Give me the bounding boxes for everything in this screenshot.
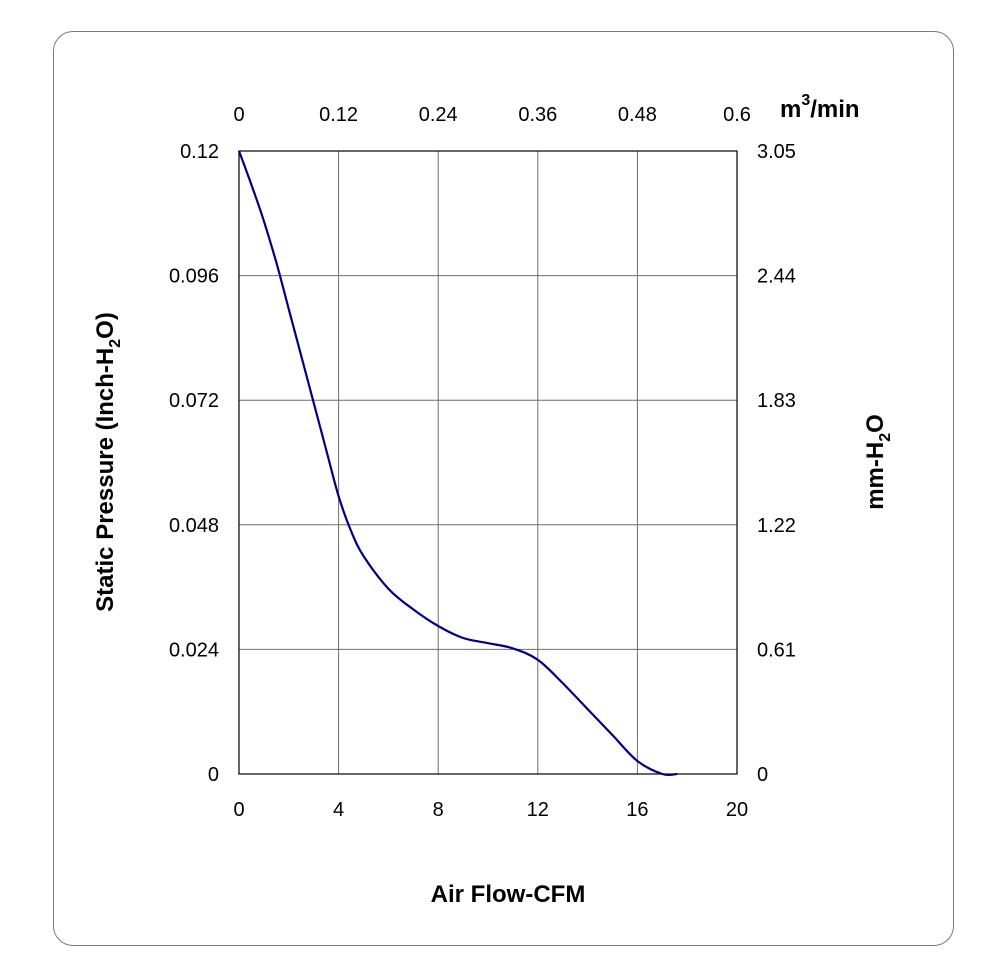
y-tick-label: 0.048: [169, 515, 219, 537]
y-tick-label: 0.12: [180, 141, 219, 163]
x-tick-label: 8: [433, 799, 444, 821]
secondary-y-tick-label: 0: [757, 764, 768, 786]
pressure-curve: [237, 150, 678, 777]
secondary-x-tick-label: 0: [233, 104, 244, 126]
secondary-x-tick-label: 0.24: [419, 104, 458, 126]
secondary-x-tick-label: 0.6: [723, 104, 751, 126]
secondary-x-tick-label: 0.12: [319, 104, 358, 126]
x-axis-title: Air Flow-CFM: [431, 881, 586, 908]
secondary-y-tick-label: 2.44: [757, 266, 796, 288]
plot-area: [238, 150, 738, 775]
secondary-y-tick-label: 0.61: [757, 639, 796, 661]
secondary-x-tick-label: 0.48: [618, 104, 657, 126]
chart-frame: [53, 31, 954, 946]
secondary-y-tick-label: 1.22: [757, 515, 796, 537]
x-tick-label: 16: [626, 799, 648, 821]
secondary-y-tick-label: 1.83: [757, 390, 796, 412]
grid: [239, 151, 737, 774]
y-tick-label: 0: [208, 764, 219, 786]
y-tick-label: 0.072: [169, 390, 219, 412]
secondary-y-tick-label: 3.05: [757, 141, 796, 163]
y-axis-title: Static Pressure (Inch-H2O): [92, 312, 124, 612]
secondary-x-tick-label: 0.36: [518, 104, 557, 126]
x-tick-label: 0: [233, 799, 244, 821]
x-tick-label: 20: [726, 799, 748, 821]
x-tick-label: 4: [333, 799, 344, 821]
y-tick-label: 0.024: [169, 639, 219, 661]
secondary-y-axis-title: mm-H2O: [862, 414, 894, 510]
x-tick-label: 12: [527, 799, 549, 821]
y-tick-label: 0.096: [169, 266, 219, 288]
secondary-x-axis-title: m3/min: [780, 92, 860, 123]
